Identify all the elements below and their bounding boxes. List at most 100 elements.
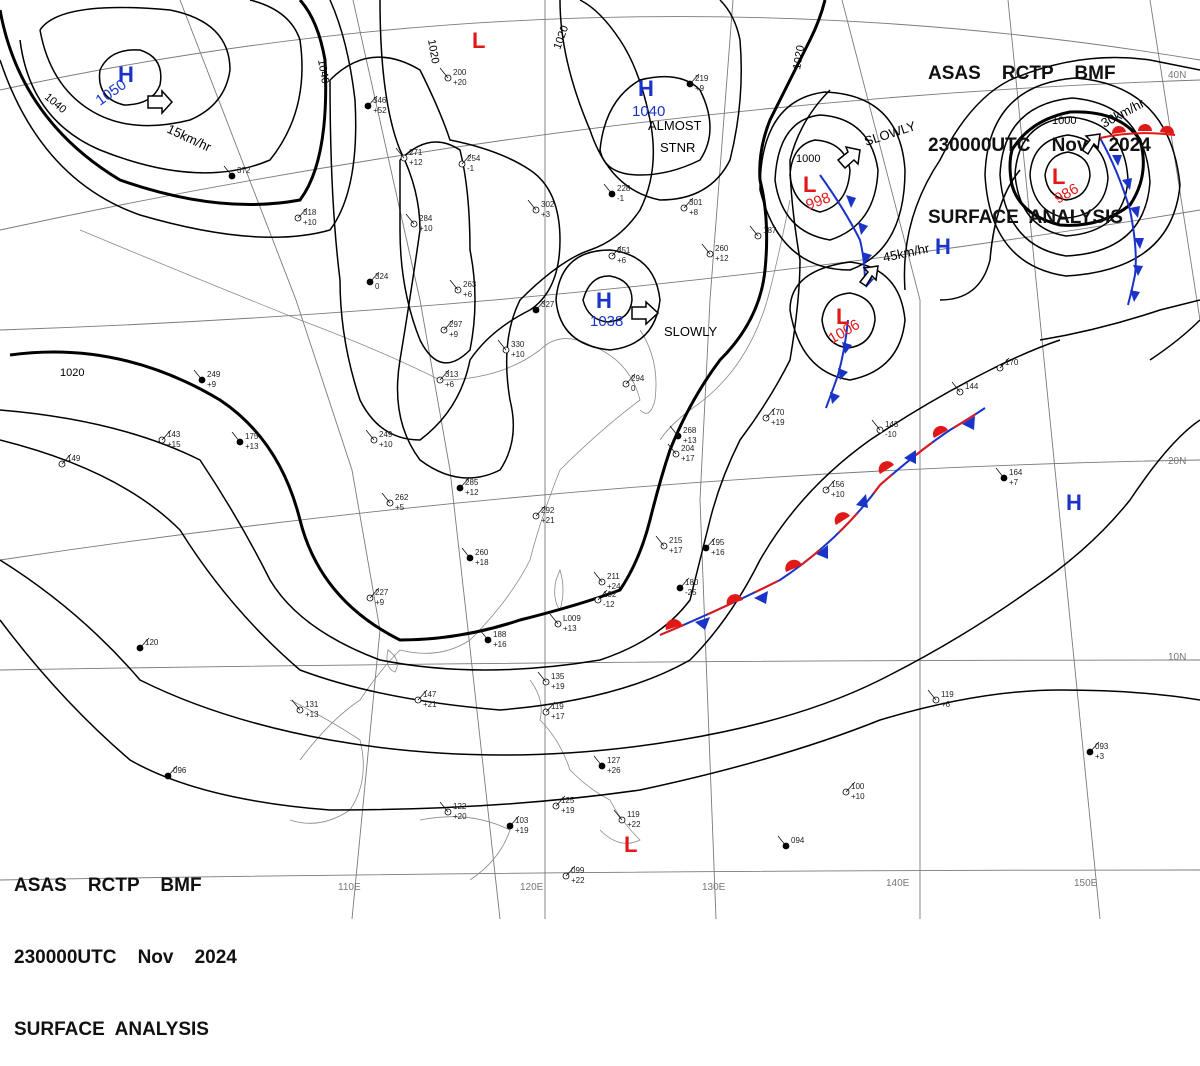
cold-front-tooth: [1112, 155, 1122, 166]
station-pressure: 093: [1095, 742, 1109, 751]
header-line-1: ASAS RCTP BMF: [928, 63, 1116, 84]
station-tendency: +15: [167, 440, 181, 449]
station-wind-barb: [679, 577, 690, 589]
station-pressure: 119: [551, 702, 564, 711]
station-wind-barb: [535, 299, 546, 311]
motion-label-1040-a: ALMOST: [648, 118, 702, 133]
station-wind-barb: [611, 245, 622, 257]
station-pressure: 268: [683, 426, 697, 435]
station-pressure: 260: [475, 548, 489, 557]
asia-coast: [79, 229, 641, 761]
station-pressure: 294: [631, 374, 645, 383]
meridian-140e: [841, 0, 921, 919]
isobar-986-ring4: [999, 97, 1151, 257]
hainan: [386, 649, 398, 673]
station-pressure: 125: [561, 796, 575, 805]
station-tendency: +17: [669, 546, 683, 555]
station-pressure: 103: [515, 816, 529, 825]
isobar-label: 1020: [791, 44, 807, 70]
station-tendency: +9: [207, 380, 217, 389]
warm-front-bump: [1111, 125, 1126, 134]
warm-front-bump: [878, 461, 894, 474]
isobar-1010-1006: [789, 261, 906, 381]
station-tendency: +10: [831, 490, 845, 499]
parallel-10n: [0, 659, 1200, 671]
arrow-998: [836, 145, 861, 170]
isobar-1036-b: [559, 0, 742, 201]
isobar-label: 1040: [315, 58, 331, 84]
station-pressure: 195: [711, 538, 725, 547]
station-wind-barb: [369, 271, 380, 283]
header-line-2: 230000UTC Nov 2024: [928, 135, 1151, 156]
station-pressure: 200: [453, 68, 467, 77]
cold-front-tooth: [830, 392, 840, 404]
high-center-letter: H: [1066, 490, 1082, 515]
station-wind-barb: [223, 165, 233, 177]
station-pressure: 351: [617, 246, 631, 255]
isobar-1032-ring: [555, 249, 661, 351]
lat-label-20n: 20N: [1168, 456, 1186, 467]
station-wind-barb: [667, 443, 677, 455]
station-tendency: -1: [617, 194, 625, 203]
station-wind-barb: [449, 279, 459, 291]
station-wind-barb: [613, 809, 623, 821]
station-pressure: 254: [467, 154, 481, 163]
station-tendency: +26: [607, 766, 621, 775]
station-tendency: +10: [851, 792, 865, 801]
station-wind-barb: [689, 73, 700, 85]
station-tendency: +3: [1095, 752, 1105, 761]
station-tendency: +21: [423, 700, 437, 709]
warm-front-bump: [785, 559, 802, 572]
isobar-986-ring1: [1044, 151, 1091, 201]
station-wind-barb: [701, 243, 711, 255]
station-wind-barb: [461, 153, 472, 165]
station-tendency: +18: [475, 558, 489, 567]
station-tendency: +13: [683, 436, 697, 445]
isobar-1016-a: [0, 339, 1061, 711]
lon-label-110e: 110E: [338, 882, 361, 893]
station-wind-barb: [765, 407, 776, 419]
cold-front-tooth: [816, 545, 828, 559]
station-pressure: 135: [551, 672, 565, 681]
station-pressure: 271: [409, 148, 423, 157]
station-wind-barb: [369, 587, 380, 599]
cold-front-tooth: [846, 195, 856, 208]
isobar-1016-east: [903, 56, 1200, 291]
station-tendency: +13: [305, 710, 319, 719]
station-pressure: 170: [771, 408, 785, 417]
station-pressure: 187: [763, 226, 777, 235]
korea: [639, 329, 657, 414]
station-tendency: +10: [511, 350, 525, 359]
motion-arrows: [147, 89, 1101, 326]
isobar-labels: 1040 1040 1020 1020 1020 1020 1000 1000: [42, 24, 1076, 379]
station-pressure: 175: [245, 432, 259, 441]
station-wind-barb: [231, 431, 241, 443]
coastlines: [79, 199, 791, 881]
cold-front-tooth: [856, 494, 868, 508]
station-tendency: -10: [885, 430, 897, 439]
philippines: [529, 679, 641, 844]
station-wind-barb: [549, 613, 559, 625]
header-line-2: 230000UTC Nov 2024: [14, 947, 237, 968]
station-wind-barb: [683, 197, 694, 209]
station-pressure: 330: [511, 340, 525, 349]
station-pressure: 120: [145, 638, 159, 647]
station-pressure: 346: [373, 96, 387, 105]
isobar-1012-east: [939, 169, 1021, 301]
header-bottom-left: ASAS RCTP BMF 230000UTC Nov 2024 SURFACE…: [14, 826, 237, 1066]
station-wind-barb: [565, 865, 576, 877]
station-tendency: +8: [689, 208, 699, 217]
station-pressure: 297: [449, 320, 463, 329]
station-pressure: 096: [173, 766, 187, 775]
station-pressure: L009: [563, 614, 581, 623]
isobar-label: 1000: [1052, 115, 1076, 127]
station-pressure: 188: [493, 630, 507, 639]
station-pressure: 313: [445, 370, 459, 379]
isobar-1024-a: [0, 89, 831, 671]
high-center-letter: H: [935, 234, 951, 259]
station-wind-barb: [439, 369, 450, 381]
station-tendency: +6: [617, 256, 627, 265]
warm-front-bump: [1138, 124, 1152, 131]
station-tendency: +17: [681, 454, 695, 463]
